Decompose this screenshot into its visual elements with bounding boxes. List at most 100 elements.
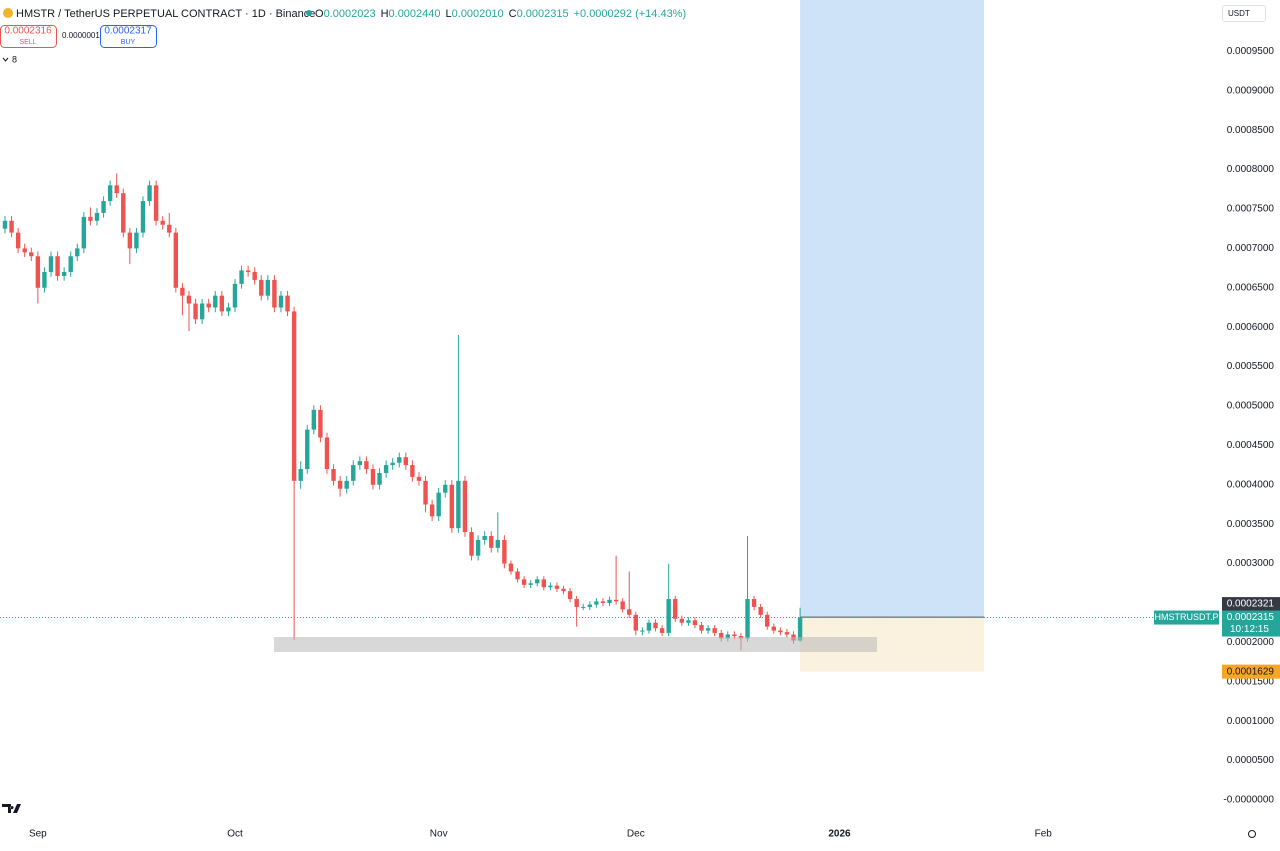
candle-body <box>429 504 435 517</box>
target-zone <box>800 0 985 618</box>
candle-body <box>732 634 737 637</box>
candle-body <box>436 492 441 517</box>
axes: 0.0009500 0.0009000 0.0008500 0.0008000 0.00… <box>0 46 1280 840</box>
candle-body <box>725 634 731 639</box>
candle-body <box>653 622 658 629</box>
y-tick-label: 0.0006000 <box>1227 322 1275 333</box>
candle-body <box>528 583 533 585</box>
candle-body <box>797 617 803 641</box>
candle-body <box>298 469 303 481</box>
candle-body <box>107 185 113 202</box>
y-tick-label: 0.0007500 <box>1227 204 1275 215</box>
ohlc-key: C <box>509 8 517 20</box>
y-tick-label: 0.0003500 <box>1227 519 1275 530</box>
currency-select[interactable] <box>1222 5 1266 22</box>
y-tick-label: -0.0000000 <box>1223 795 1274 806</box>
x-tick-label: Nov <box>430 829 448 840</box>
candle-body <box>35 256 41 288</box>
candle-body <box>134 232 139 249</box>
sell-price: 0.0002316 <box>4 26 52 37</box>
candle-body <box>291 311 297 481</box>
candle-body <box>383 465 389 473</box>
status-dot <box>306 10 312 16</box>
candle-body <box>259 279 264 296</box>
candle-body <box>686 620 691 623</box>
candle-body <box>42 272 47 288</box>
candle-body <box>344 480 349 489</box>
y-tick-label: 0.0008500 <box>1227 125 1275 136</box>
candle-body <box>515 571 520 580</box>
candle-body <box>75 248 80 257</box>
candle-body <box>147 185 152 202</box>
candle-body <box>475 539 481 556</box>
candle-body <box>370 469 376 485</box>
candle-body <box>666 599 671 633</box>
candle-body <box>48 256 54 273</box>
candle-body <box>180 287 185 296</box>
symbol-label-bg <box>1154 610 1219 625</box>
countdown: 10:12:15 <box>1230 624 1269 635</box>
spread: 0.0000001 <box>62 31 100 40</box>
y-tick-label: 0.0005500 <box>1227 361 1275 372</box>
candle-body <box>745 599 750 639</box>
candle-body <box>646 622 652 631</box>
candle-body <box>140 201 146 233</box>
candle-body <box>239 270 244 284</box>
buy-button[interactable] <box>100 25 157 48</box>
candle-body <box>482 536 487 540</box>
candle-body <box>613 599 619 602</box>
logo[interactable] <box>2 804 21 813</box>
candle-body <box>160 220 165 225</box>
zone-box <box>274 637 877 652</box>
candle-body <box>173 232 179 288</box>
candle-body <box>15 232 21 249</box>
last-price-bg <box>1222 610 1280 637</box>
indicator-count[interactable]: 8 <box>12 54 17 64</box>
y-tick-label: 0.0002000 <box>1227 637 1275 648</box>
candle-body <box>337 480 343 489</box>
candle-body <box>403 457 409 466</box>
candle-body <box>199 303 205 320</box>
candle-body <box>55 256 60 276</box>
candle-body <box>456 480 461 529</box>
candle-body <box>581 606 586 608</box>
candle-body <box>640 630 645 632</box>
sell-button[interactable] <box>0 25 57 48</box>
candle-body <box>469 532 474 556</box>
ohlc-key: O <box>315 8 324 20</box>
buy-label: BUY <box>121 39 136 46</box>
candle-body <box>186 295 192 304</box>
settings-icon[interactable] <box>1248 830 1256 838</box>
candle-body <box>29 252 34 257</box>
candle-body <box>22 248 27 253</box>
stop-label-bg <box>1222 664 1280 679</box>
symbol-icon <box>3 8 13 18</box>
candle-body <box>377 472 382 485</box>
sell-label: SELL <box>19 39 36 46</box>
symbol-label: HMSTRUSDT.P <box>1154 612 1218 622</box>
candle-body <box>364 461 369 470</box>
candle-body <box>351 465 356 481</box>
candle-body <box>699 625 704 631</box>
candle-body <box>600 601 606 603</box>
candle-body <box>541 579 547 588</box>
candle-body <box>397 457 402 463</box>
buy-price: 0.0002317 <box>104 26 152 37</box>
chevron[interactable] <box>2 57 9 62</box>
candle-body <box>81 216 87 249</box>
candle-body <box>324 437 330 470</box>
candle-body <box>2 220 8 229</box>
symbol-title: HMSTR / TetherUS PERPETUAL CONTRACT · 1D… <box>16 8 315 20</box>
candle-body <box>94 212 100 221</box>
ohlc-key: L <box>446 8 452 20</box>
x-tick-label: Dec <box>627 829 645 840</box>
candle-body <box>114 185 119 194</box>
ohlc-value: 0.0002315 <box>517 8 569 20</box>
y-tick-label: 0.0008000 <box>1227 164 1275 175</box>
candle-body <box>416 476 422 481</box>
candle-body <box>219 295 225 312</box>
candle-body <box>751 599 757 607</box>
candle-body <box>265 279 271 296</box>
y-tick-label: 0.0006500 <box>1227 282 1275 293</box>
candle-body <box>252 272 257 280</box>
